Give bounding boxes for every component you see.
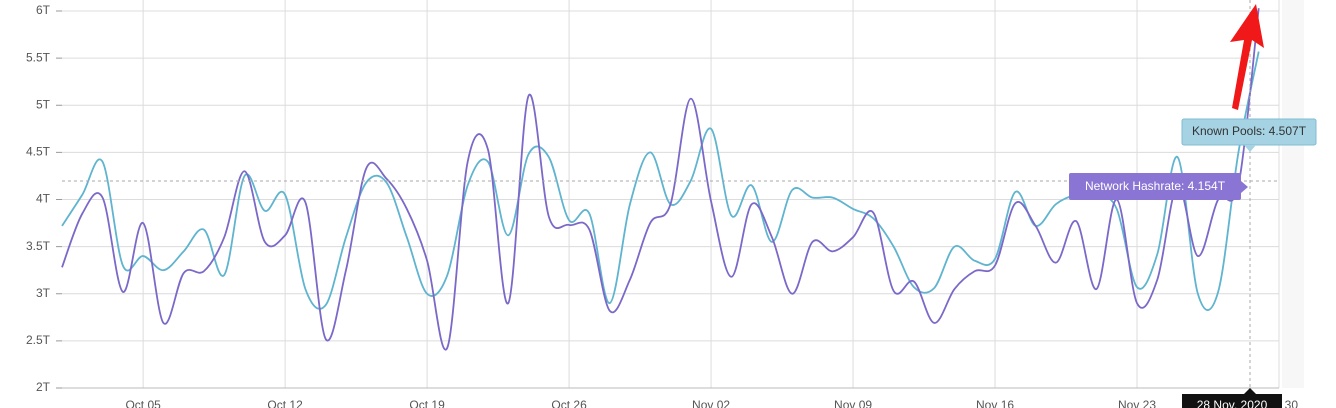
y-tick-label: 3T — [36, 286, 51, 300]
tooltip-pointer — [1241, 181, 1248, 193]
x-tick-label: Nov 09 — [834, 398, 872, 408]
x-tick-label: Nov 23 — [1118, 398, 1156, 408]
y-tick-label: 2T — [36, 380, 51, 394]
x-axis: Oct 05 Oct 12 Oct 19 Oct 26 Nov 02 Nov 09 Nov … — [125, 398, 1298, 408]
series-line — [61, 8, 1260, 351]
x-tick-label: Oct 05 — [125, 398, 161, 408]
tooltip-box — [1069, 173, 1241, 200]
tooltip-text: Known Pools: 4.507T — [1192, 124, 1307, 138]
known-pools-tooltip: Known Pools: 4.507T — [1181, 118, 1317, 152]
tooltip-text: Network Hashrate: 4.154T — [1085, 179, 1226, 193]
tooltip-text: 28 Nov, 2020 — [1197, 398, 1268, 408]
y-tick-label: 5T — [36, 97, 51, 111]
scrollbar-track — [1282, 0, 1304, 388]
tooltip-pointer — [1244, 388, 1256, 394]
grid: 2T 2.5T 3T 3.5T 4T 4.5T 5T 5.5T 6T — [26, 0, 1280, 394]
x-tick-label: Nov 02 — [692, 398, 730, 408]
y-tick-label: 6T — [36, 3, 51, 17]
tooltip-box — [1182, 394, 1282, 408]
x-tick-label: Nov 16 — [976, 398, 1014, 408]
x-tick-label: Oct 26 — [551, 398, 587, 408]
x-tick-label: Oct 12 — [267, 398, 303, 408]
y-tick-label: 4T — [36, 192, 51, 206]
x-tick-label: Oct 19 — [409, 398, 445, 408]
date-tooltip: 28 Nov, 2020 — [1182, 388, 1282, 408]
tooltip-pointer — [1244, 145, 1256, 152]
y-tick-label: 2.5T — [26, 333, 51, 347]
y-tick-label: 4.5T — [26, 145, 51, 159]
red-arrow — [1230, 4, 1264, 110]
network-hashrate-tooltip: Network Hashrate: 4.154T — [1069, 173, 1248, 200]
y-tick-label: 3.5T — [26, 239, 51, 253]
y-tick-label: 5.5T — [26, 50, 51, 64]
